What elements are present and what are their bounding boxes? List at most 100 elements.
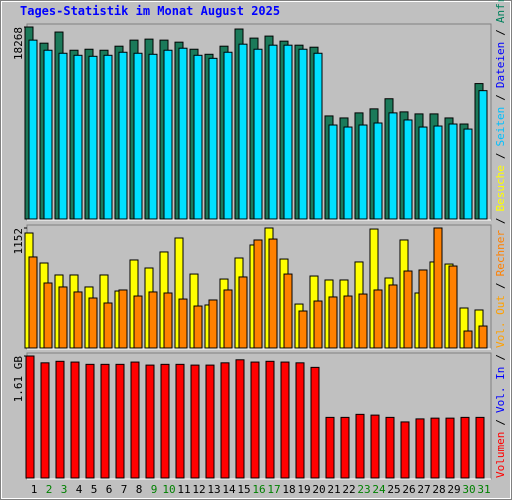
x-tick-label: 15 <box>237 483 250 496</box>
x-tick-label: 12 <box>192 483 205 496</box>
x-tick-label: 18 <box>282 483 295 496</box>
bar <box>355 413 365 479</box>
bar <box>403 270 413 349</box>
bar <box>178 298 188 349</box>
bar <box>58 286 68 349</box>
bar <box>223 289 233 349</box>
bar <box>433 125 443 220</box>
x-tick-label: 5 <box>91 483 98 496</box>
bar <box>160 363 170 479</box>
x-tick-label: 27 <box>417 483 430 496</box>
bar <box>478 325 488 349</box>
bar <box>295 362 305 479</box>
x-tick-label: 14 <box>222 483 236 496</box>
legend-separator: / <box>494 354 507 361</box>
x-tick-label: 1 <box>31 483 38 496</box>
bar <box>343 295 353 349</box>
bar <box>85 363 95 479</box>
bar <box>70 361 80 479</box>
bar <box>163 49 173 220</box>
bar <box>445 417 455 479</box>
bar <box>298 310 308 349</box>
bar <box>343 126 353 220</box>
bar <box>220 362 230 479</box>
bar <box>133 52 143 220</box>
x-tick-label: 13 <box>207 483 220 496</box>
bar <box>193 305 203 349</box>
bar <box>43 282 53 349</box>
x-tick-label: 20 <box>312 483 325 496</box>
bar <box>373 289 383 349</box>
bar <box>148 53 158 220</box>
x-tick-label: 21 <box>327 483 340 496</box>
x-tick-label: 17 <box>267 483 280 496</box>
y-tick-label: 1152 <box>12 228 25 255</box>
bar <box>403 119 413 220</box>
x-tick-label: 3 <box>61 483 68 496</box>
bar <box>433 227 443 349</box>
bar <box>373 122 383 220</box>
legend-item: Dateien <box>494 42 507 88</box>
bar <box>88 297 98 349</box>
bar <box>175 363 185 479</box>
bar <box>205 364 215 479</box>
bar <box>253 48 263 220</box>
bar <box>40 362 50 479</box>
x-tick-label: 7 <box>121 483 128 496</box>
bar <box>223 51 233 220</box>
bar <box>463 330 473 349</box>
bar <box>265 360 275 479</box>
bar <box>385 416 395 479</box>
bar <box>328 124 338 220</box>
x-tick-label: 8 <box>136 483 143 496</box>
bar <box>118 51 128 220</box>
bar <box>43 49 53 220</box>
bar <box>130 361 140 479</box>
bar <box>358 293 368 349</box>
bar <box>193 54 203 220</box>
bar <box>283 44 293 220</box>
bar <box>25 355 35 479</box>
bar <box>460 416 470 479</box>
bar <box>55 360 65 479</box>
bar <box>208 299 218 349</box>
x-tick-label: 26 <box>402 483 415 496</box>
bar <box>430 417 440 479</box>
bar <box>148 291 158 349</box>
x-tick-label: 6 <box>106 483 113 496</box>
bar <box>418 126 428 220</box>
bar <box>235 359 245 479</box>
bar <box>325 416 335 479</box>
bar <box>313 52 323 220</box>
legend-item: Vol. Out <box>494 295 507 348</box>
x-tick-label: 30 <box>462 483 475 496</box>
bar <box>463 128 473 220</box>
bar <box>448 265 458 349</box>
bar <box>73 54 83 220</box>
x-tick-label: 9 <box>151 483 158 496</box>
bar <box>133 295 143 349</box>
x-tick-label: 22 <box>342 483 355 496</box>
bar <box>358 124 368 220</box>
x-tick-label: 4 <box>76 483 83 496</box>
x-tick-label: 2 <box>46 483 53 496</box>
x-tick-label: 16 <box>252 483 265 496</box>
bar <box>283 273 293 349</box>
bar <box>268 44 278 220</box>
bar <box>313 300 323 349</box>
bar <box>415 418 425 479</box>
legend-item: Rechner <box>494 230 507 277</box>
bar <box>250 361 260 479</box>
bar <box>178 47 188 220</box>
bar <box>88 55 98 220</box>
bar <box>328 296 338 349</box>
x-tick-label: 29 <box>447 483 460 496</box>
x-tick-label: 10 <box>162 483 175 496</box>
bar <box>475 416 485 479</box>
x-tick-label: 25 <box>387 483 400 496</box>
bar <box>238 276 248 349</box>
bar <box>340 416 350 479</box>
bar <box>388 284 398 349</box>
